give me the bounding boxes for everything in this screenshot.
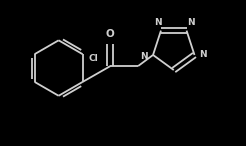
Text: N: N bbox=[154, 18, 162, 27]
Text: N: N bbox=[200, 51, 207, 59]
Text: O: O bbox=[106, 29, 115, 39]
Text: N: N bbox=[140, 52, 148, 61]
Text: Cl: Cl bbox=[89, 54, 98, 63]
Text: N: N bbox=[187, 18, 194, 27]
